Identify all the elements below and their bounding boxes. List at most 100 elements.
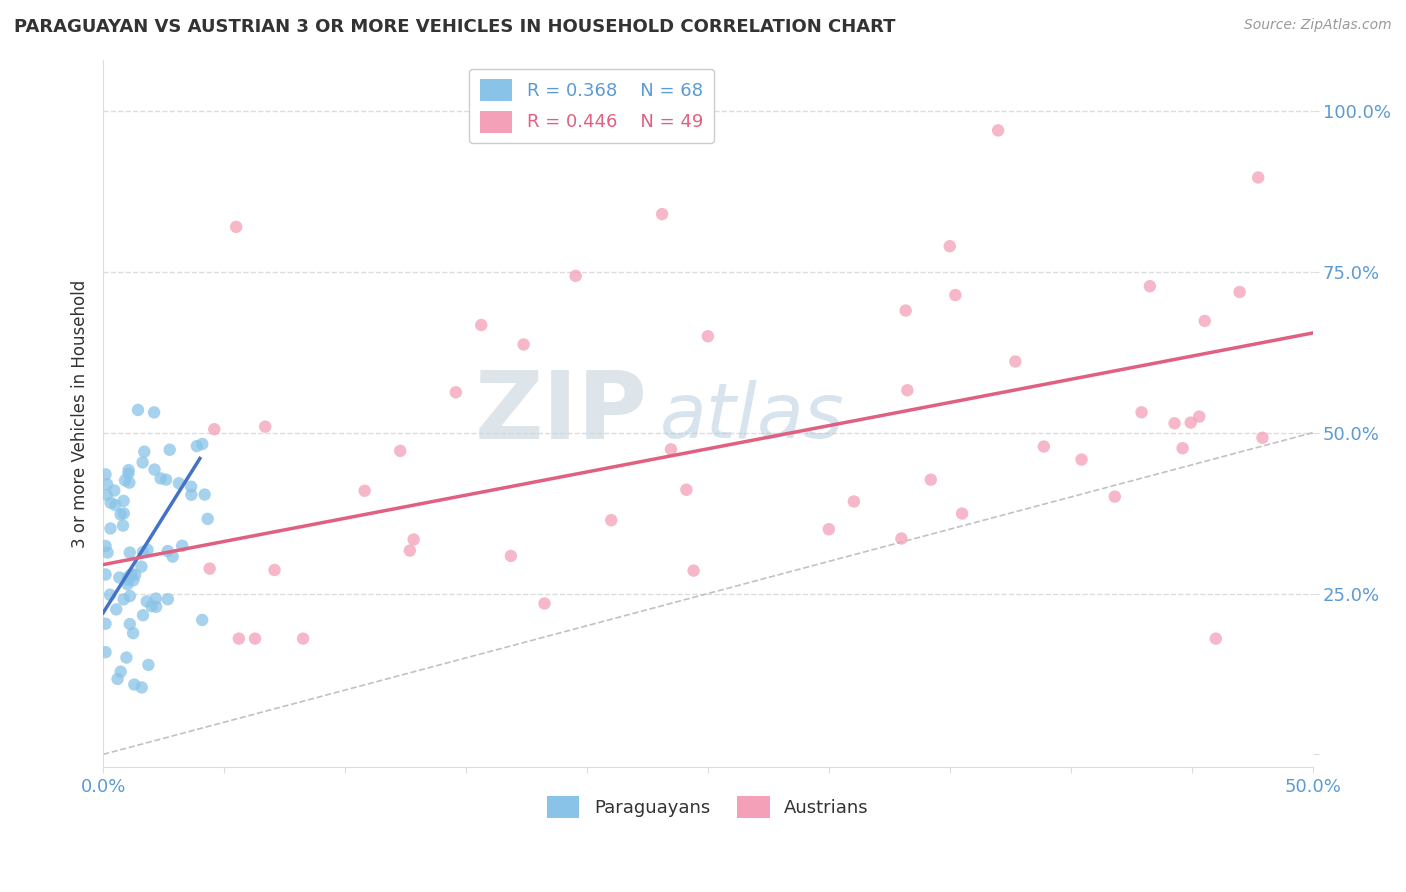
Point (114, 474, 136, 488)
Point (197, 512, 219, 526)
Point (156, 544, 179, 558)
Point (96, 545, 118, 559)
Point (402, 533, 425, 547)
Point (470, 318, 492, 332)
Point (1180, 416, 1202, 430)
Point (138, 657, 160, 672)
Point (659, 442, 682, 457)
Point (938, 239, 960, 253)
Point (112, 518, 135, 533)
Point (94, 467, 117, 482)
Point (890, 532, 912, 546)
Point (105, 602, 128, 616)
Point (122, 573, 145, 587)
Point (696, 329, 718, 343)
Point (132, 545, 155, 559)
Point (104, 498, 127, 512)
Point (112, 494, 135, 508)
Point (1004, 354, 1026, 368)
Point (131, 681, 153, 695)
Point (353, 483, 375, 498)
Point (145, 599, 167, 614)
Point (117, 570, 139, 584)
Point (243, 632, 266, 646)
Point (117, 467, 139, 481)
Point (1130, 405, 1153, 419)
Point (110, 665, 132, 679)
Point (894, 303, 917, 318)
Point (156, 592, 179, 607)
Point (167, 476, 190, 491)
Point (1171, 441, 1194, 455)
Point (389, 443, 412, 458)
Point (1205, 632, 1227, 646)
Point (141, 599, 163, 614)
Point (896, 383, 918, 397)
Text: atlas: atlas (659, 380, 844, 454)
Point (117, 573, 139, 587)
Point (987, 123, 1010, 137)
Point (1229, 285, 1251, 299)
Point (134, 444, 156, 458)
Point (112, 507, 135, 521)
Point (94, 616, 117, 631)
Point (149, 471, 172, 485)
Point (98, 588, 121, 602)
Point (94, 645, 117, 659)
Point (180, 480, 202, 494)
Point (117, 577, 139, 591)
Point (1070, 452, 1092, 467)
Point (162, 549, 184, 564)
Point (172, 539, 194, 553)
Point (186, 439, 208, 453)
Point (118, 475, 141, 490)
Point (96, 488, 118, 502)
Point (124, 567, 146, 582)
Point (96, 477, 118, 491)
Point (122, 626, 145, 640)
Point (136, 542, 159, 557)
Point (651, 207, 673, 221)
Point (564, 268, 586, 283)
Point (103, 483, 125, 498)
Point (1139, 279, 1161, 293)
Point (191, 613, 214, 627)
Point (1032, 440, 1054, 454)
Point (118, 463, 141, 477)
Point (94, 539, 117, 553)
Point (292, 632, 315, 646)
Point (682, 564, 704, 578)
Point (1251, 431, 1274, 445)
Point (159, 442, 181, 457)
Point (121, 567, 143, 582)
Point (155, 473, 177, 487)
Point (600, 513, 623, 527)
Point (107, 672, 129, 686)
Point (499, 549, 522, 563)
Text: ZIP: ZIP (474, 368, 647, 459)
Point (512, 337, 534, 351)
Point (100, 521, 122, 535)
Point (950, 507, 973, 521)
Point (263, 563, 285, 577)
Point (131, 455, 153, 469)
Point (118, 617, 141, 632)
Point (1188, 409, 1211, 424)
Point (127, 403, 149, 417)
Text: Source: ZipAtlas.com: Source: ZipAtlas.com (1244, 18, 1392, 32)
Point (132, 608, 155, 623)
Point (131, 559, 153, 574)
Point (194, 487, 217, 501)
Point (108, 570, 131, 584)
Point (1194, 314, 1216, 328)
Point (943, 288, 966, 302)
Point (110, 508, 132, 522)
Point (143, 405, 166, 419)
Point (817, 522, 839, 536)
Text: PARAGUAYAN VS AUSTRIAN 3 OR MORE VEHICLES IN HOUSEHOLD CORRELATION CHART: PARAGUAYAN VS AUSTRIAN 3 OR MORE VEHICLE… (14, 18, 896, 36)
Point (115, 650, 138, 665)
Point (112, 592, 135, 607)
Point (842, 494, 865, 508)
Point (100, 496, 122, 510)
Point (118, 545, 141, 559)
